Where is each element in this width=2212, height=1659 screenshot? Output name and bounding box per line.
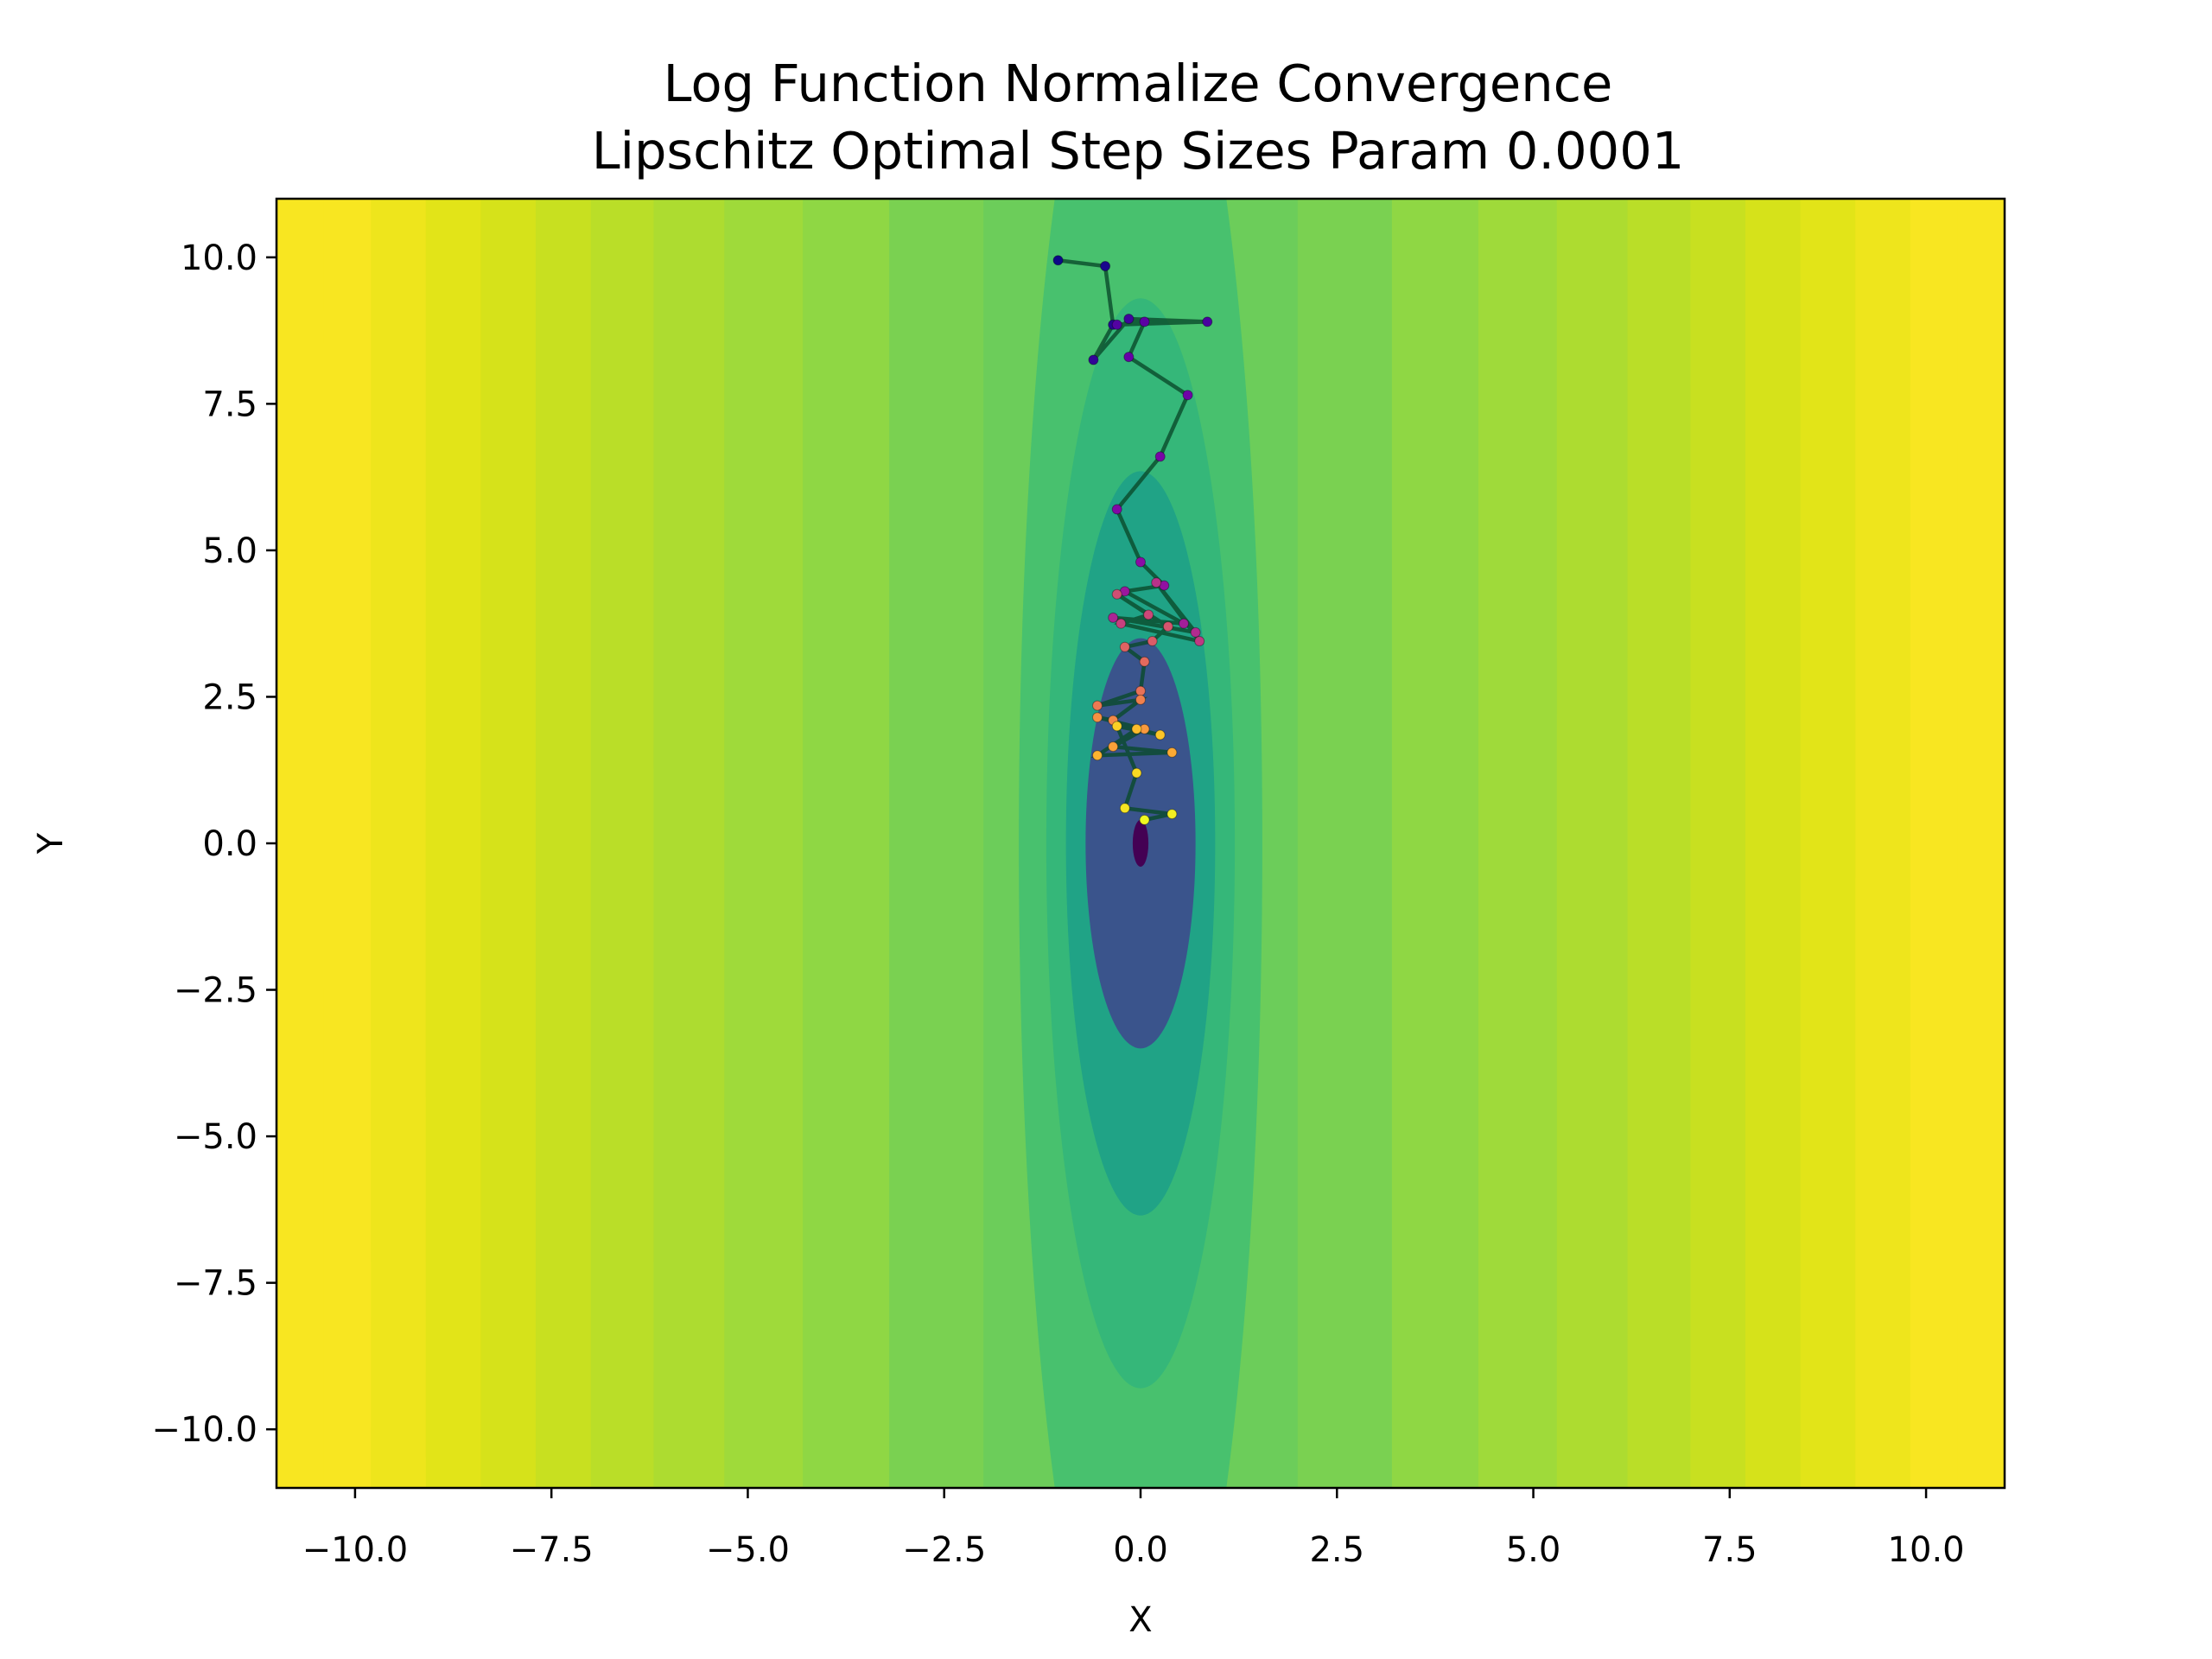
- trajectory-point: [1111, 319, 1122, 330]
- trajectory-point: [1052, 255, 1064, 266]
- trajectory-point: [1166, 809, 1178, 820]
- trajectory-point: [1111, 721, 1122, 732]
- trajectory-point: [1111, 504, 1122, 515]
- trajectory-point: [1116, 618, 1127, 629]
- y-tick-label: −7.5: [174, 1264, 257, 1304]
- trajectory-point: [1154, 451, 1166, 462]
- trajectory-point: [1190, 626, 1201, 638]
- trajectory-point: [1162, 621, 1173, 632]
- trajectory-point: [1131, 767, 1142, 779]
- trajectory-point: [1151, 577, 1162, 588]
- trajectory-point: [1135, 685, 1146, 696]
- trajectory-point: [1135, 694, 1146, 705]
- trajectory-point: [1143, 609, 1154, 620]
- trajectory-layer: [1052, 255, 1213, 825]
- y-axis: −10.0 −7.5 −5.0 −2.5 0.0 2.5 5.0 7.5 10.0: [151, 238, 276, 1450]
- trajectory-point: [1092, 700, 1103, 711]
- trajectory-point: [1119, 641, 1130, 652]
- chart-subtitle: Lipschitz Optimal Step Sizes Param 0.000…: [592, 121, 1685, 181]
- trajectory-point: [1202, 316, 1213, 327]
- x-tick-label: 7.5: [1702, 1530, 1758, 1570]
- y-tick-label: −10.0: [151, 1410, 257, 1450]
- y-tick-label: 10.0: [181, 238, 257, 278]
- trajectory-point: [1088, 354, 1099, 365]
- y-tick-label: −5.0: [174, 1117, 257, 1157]
- x-axis-label: X: [1128, 1600, 1152, 1640]
- x-axis: −10.0 −7.5 −5.0 −2.5 0.0 2.5 5.0 7.5 10.0: [302, 1488, 1965, 1570]
- trajectory-point: [1139, 656, 1150, 667]
- y-tick-label: 7.5: [202, 385, 257, 424]
- y-axis-label: Y: [31, 832, 71, 855]
- x-tick-label: −5.0: [706, 1530, 790, 1570]
- trajectory-point: [1100, 260, 1111, 271]
- trajectory-point: [1182, 390, 1193, 401]
- trajectory-point: [1135, 556, 1146, 568]
- trajectory-point: [1194, 636, 1205, 647]
- y-tick-label: −2.5: [174, 971, 257, 1011]
- trajectory-point: [1131, 723, 1142, 734]
- trajectory-point: [1154, 729, 1166, 741]
- x-tick-label: −2.5: [902, 1530, 986, 1570]
- trajectory-point: [1166, 747, 1178, 758]
- x-tick-label: 0.0: [1113, 1530, 1168, 1570]
- x-tick-label: −7.5: [510, 1530, 594, 1570]
- trajectory-point: [1179, 618, 1189, 629]
- trajectory-point: [1147, 636, 1158, 647]
- trajectory-point: [1092, 750, 1103, 761]
- trajectory-point: [1092, 712, 1103, 723]
- y-tick-label: 5.0: [202, 531, 257, 571]
- trajectory-point: [1108, 741, 1119, 753]
- x-tick-label: 5.0: [1506, 1530, 1561, 1570]
- x-tick-label: 10.0: [1888, 1530, 1965, 1570]
- contour-layer: [276, 199, 2005, 1488]
- trajectory-point: [1139, 316, 1150, 327]
- y-tick-label: 0.0: [202, 824, 257, 864]
- trajectory-point: [1123, 314, 1135, 325]
- chart-title: Log Function Normalize Convergence: [664, 54, 1613, 113]
- trajectory-point: [1139, 814, 1150, 825]
- contour-level-15: [1132, 819, 1149, 868]
- trajectory-point: [1108, 612, 1119, 623]
- trajectory-point: [1119, 803, 1130, 814]
- trajectory-point: [1111, 588, 1122, 600]
- y-tick-label: 2.5: [202, 677, 257, 717]
- x-tick-label: −10.0: [302, 1530, 409, 1570]
- trajectory-point: [1123, 352, 1135, 363]
- x-tick-label: 2.5: [1309, 1530, 1364, 1570]
